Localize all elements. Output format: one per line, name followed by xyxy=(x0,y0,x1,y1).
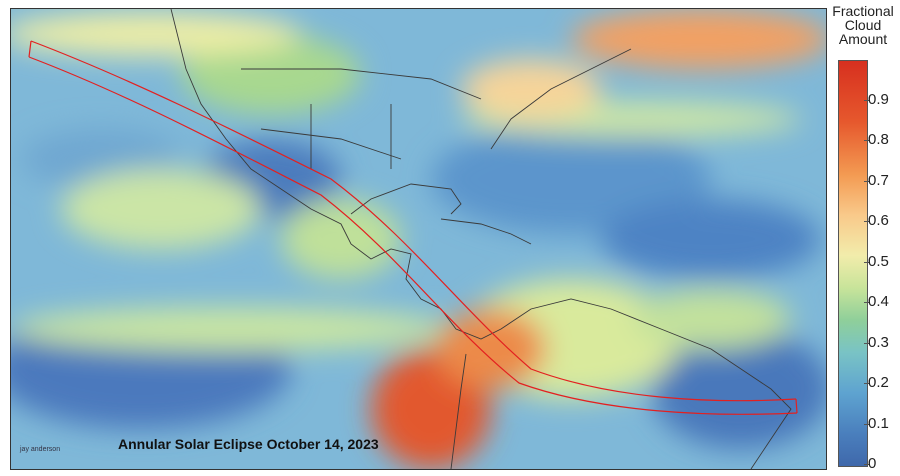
colorbar-tick-mark xyxy=(864,464,869,465)
colorbar-tick-mark xyxy=(864,181,869,182)
colorbar-tick-label: 0 xyxy=(868,455,877,472)
author-credit: jay anderson xyxy=(20,446,61,453)
colorbar-tick-mark xyxy=(864,302,869,303)
colorbar-tick-label: 0.7 xyxy=(868,172,889,189)
colorbar-tick-label: 0.2 xyxy=(868,374,889,391)
colorbar-tick-label: 0.4 xyxy=(868,293,889,310)
colorbar xyxy=(838,60,868,467)
cloud-cover-map-canvas xyxy=(11,9,826,469)
colorbar-tick-mark xyxy=(864,262,869,263)
map-title: Annular Solar Eclipse October 14, 2023 xyxy=(118,436,379,452)
colorbar-tick-mark xyxy=(864,343,869,344)
colorbar-title-line: Cloud xyxy=(844,17,882,33)
eclipse-path xyxy=(28,40,798,415)
colorbar-title: Fractional Cloud Amount xyxy=(826,4,900,46)
colorbar-tick-mark xyxy=(864,221,869,222)
colorbar-tick-label: 0.9 xyxy=(868,91,889,108)
colorbar-tick-mark xyxy=(864,424,869,425)
cloud-field xyxy=(11,9,826,469)
cloud-map xyxy=(10,8,827,470)
coastlines xyxy=(170,9,792,469)
colorbar-tick-label: 0.6 xyxy=(868,212,889,229)
colorbar-title-line: Amount xyxy=(838,31,888,47)
colorbar-tick-mark xyxy=(864,100,869,101)
colorbar-tick-label: 0.3 xyxy=(868,334,889,351)
colorbar-tick-label: 0.8 xyxy=(868,131,889,148)
colorbar-title-line: Fractional xyxy=(832,3,894,19)
colorbar-tick-mark xyxy=(864,383,869,384)
colorbar-tick-label: 0.5 xyxy=(868,253,889,270)
colorbar-tick-mark xyxy=(864,140,869,141)
colorbar-tick-label: 0.1 xyxy=(868,415,889,432)
